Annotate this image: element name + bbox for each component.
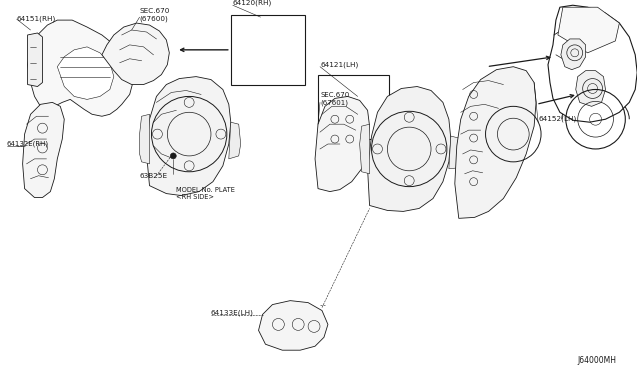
Text: 63B25E: 63B25E <box>140 173 168 179</box>
Polygon shape <box>561 39 586 70</box>
Bar <box>40 43 49 57</box>
Polygon shape <box>548 5 637 122</box>
Text: 64152(LH): 64152(LH) <box>538 116 577 122</box>
Bar <box>318 75 389 139</box>
Polygon shape <box>360 124 369 174</box>
Text: 64132E(RH): 64132E(RH) <box>7 141 49 147</box>
Polygon shape <box>455 67 536 218</box>
Text: 64120(RH): 64120(RH) <box>233 0 272 6</box>
Polygon shape <box>140 114 150 164</box>
Polygon shape <box>102 23 170 84</box>
Polygon shape <box>558 7 620 53</box>
Polygon shape <box>449 136 461 169</box>
Text: SEC.670
(67601): SEC.670 (67601) <box>320 92 349 106</box>
Polygon shape <box>229 122 241 159</box>
Bar <box>231 15 305 84</box>
Text: 64151(RH): 64151(RH) <box>17 16 56 22</box>
Polygon shape <box>315 96 369 192</box>
Polygon shape <box>28 33 42 87</box>
Polygon shape <box>147 77 231 196</box>
Text: 64121(LH): 64121(LH) <box>320 61 358 68</box>
Polygon shape <box>58 47 114 99</box>
Polygon shape <box>367 87 451 211</box>
Bar <box>40 61 49 75</box>
Text: 64133E(LH): 64133E(LH) <box>211 309 254 316</box>
Text: SEC.670
(67600): SEC.670 (67600) <box>140 8 170 22</box>
Bar <box>271 320 285 328</box>
Polygon shape <box>576 71 605 106</box>
Text: J64000MH: J64000MH <box>578 356 617 365</box>
Polygon shape <box>28 20 134 116</box>
Circle shape <box>170 153 176 159</box>
Polygon shape <box>22 102 64 198</box>
Bar <box>291 320 305 328</box>
Polygon shape <box>259 301 328 350</box>
Text: MODEL No. PLATE
<RH SIDE>: MODEL No. PLATE <RH SIDE> <box>176 187 235 201</box>
